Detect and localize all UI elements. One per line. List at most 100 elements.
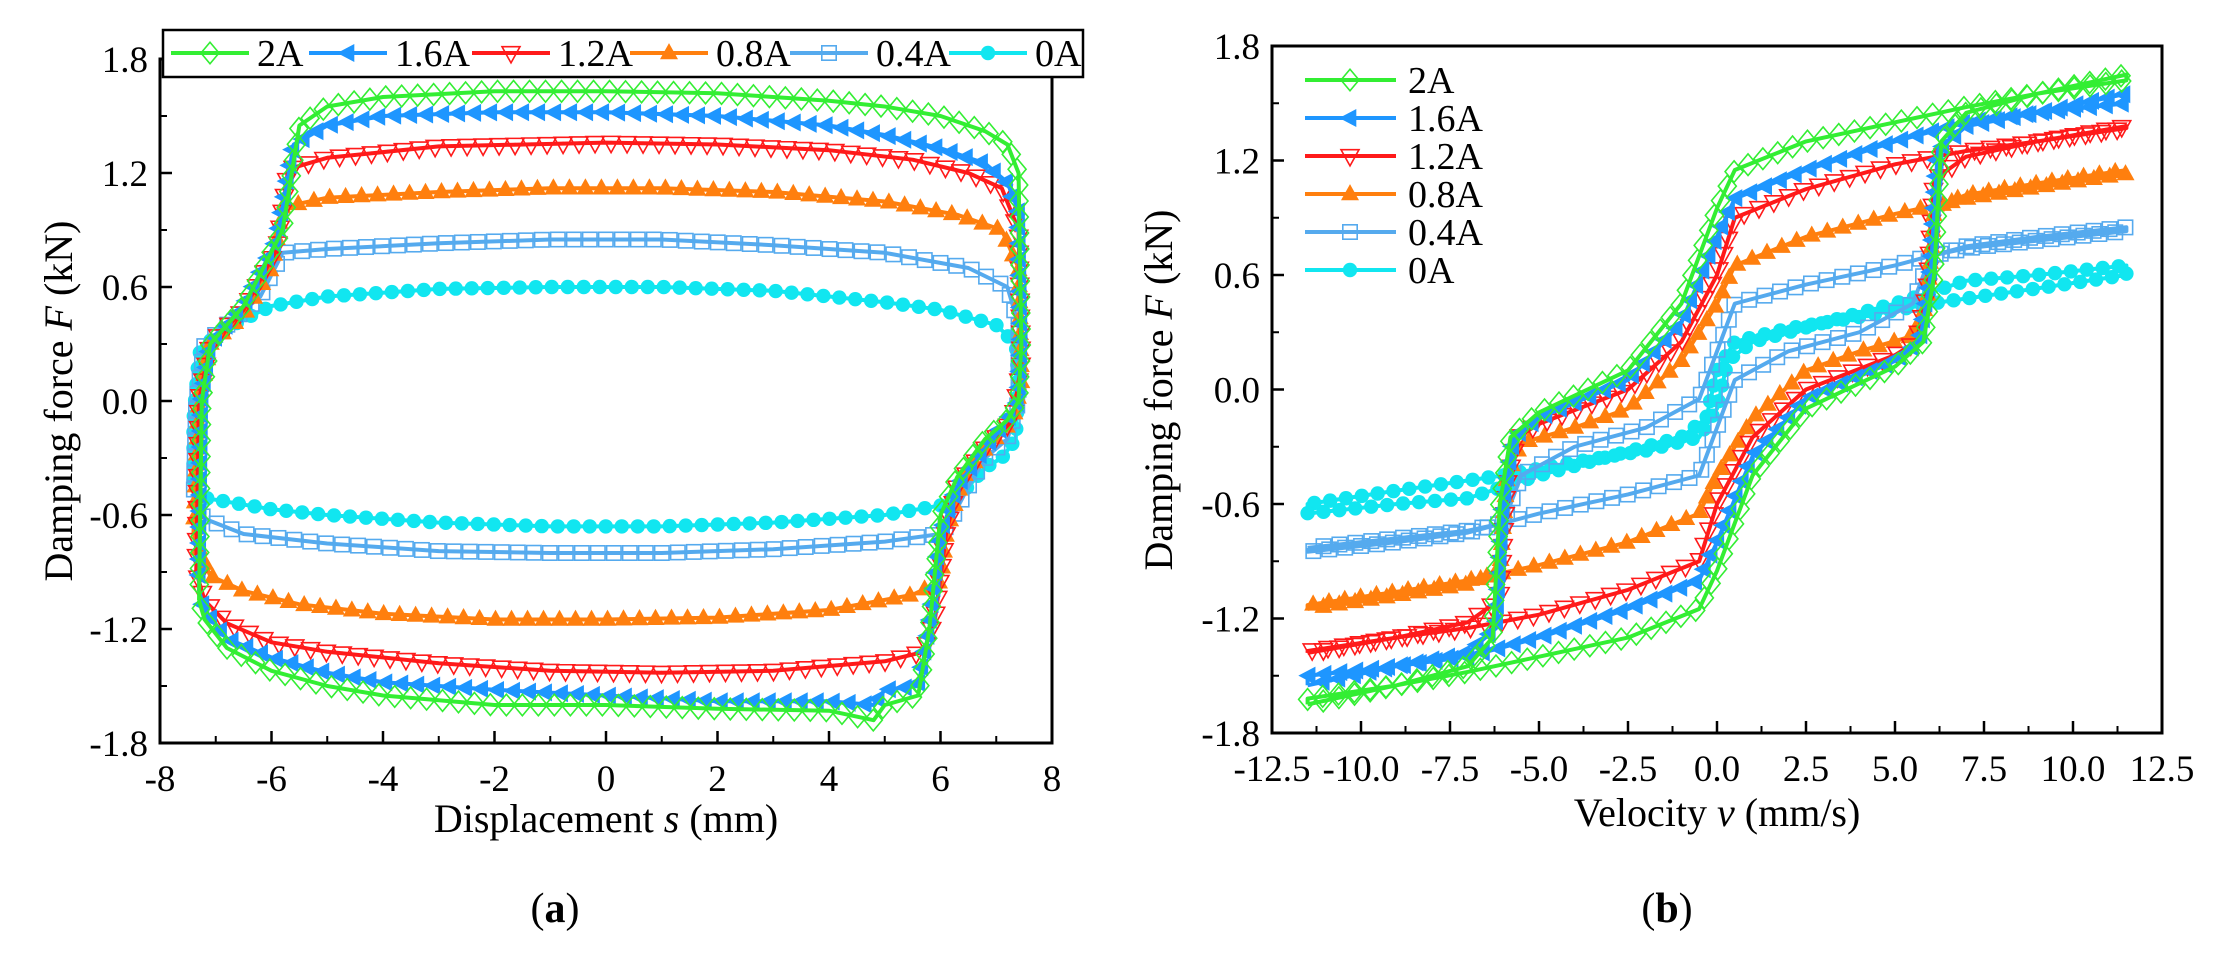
data-point-1.6A	[534, 683, 552, 702]
data-point-2A	[1494, 460, 1515, 485]
marker-dot	[1649, 341, 1652, 344]
data-point-0.4A	[701, 543, 718, 560]
data-point-1.6A	[614, 687, 632, 706]
data-point-2A	[1670, 604, 1691, 629]
marker-dot	[1353, 693, 1356, 696]
marker-dot	[736, 93, 739, 96]
marker-dot	[1635, 633, 1638, 636]
data-point-1.6A	[2019, 105, 2037, 124]
data-point-0.4A	[1432, 528, 1449, 545]
marker-dot	[309, 117, 312, 120]
data-point-2A	[1501, 650, 1522, 675]
data-point-0.8A	[758, 604, 777, 621]
data-point-1.6A	[970, 153, 988, 172]
data-point-0A	[790, 513, 805, 529]
data-point-2A	[1816, 386, 1837, 411]
marker-dot	[1932, 279, 1935, 281]
legend-label: 0.8A	[716, 33, 792, 75]
data-point-0.4A	[1756, 287, 1773, 304]
data-point-2A	[281, 163, 302, 188]
marker-dot	[1369, 690, 1372, 692]
marker-dot	[233, 624, 236, 627]
data-point-0A	[640, 279, 655, 295]
y-tick-label: 0.0	[102, 382, 148, 423]
data-point-1.2A	[1854, 165, 1876, 185]
marker-dot	[825, 709, 828, 712]
data-point-0.4A	[813, 537, 830, 554]
data-point-0A	[1714, 378, 1730, 393]
marker-dot	[204, 375, 207, 378]
data-point-0.8A	[774, 603, 793, 620]
data-point-0.8A	[218, 573, 237, 590]
data-point-1.2A	[1985, 143, 2007, 162]
data-point-0.4A	[877, 533, 894, 550]
marker-dot	[1448, 674, 1450, 677]
marker-dot	[1864, 170, 1866, 173]
data-point-2A	[727, 82, 748, 107]
marker-dot	[2057, 89, 2060, 92]
data-point-0.8A	[486, 609, 505, 626]
chart-panel-a: -8 -6 -4 -2 0 2 4 6 8-1.8-1.2-0.60.00.61.21.8 2A 1…	[89, 28, 1085, 800]
marker-dot	[405, 657, 407, 660]
marker-dot	[1432, 627, 1435, 630]
data-point-2A	[1009, 220, 1030, 246]
data-point-1.6A	[486, 680, 504, 699]
data-point-2A	[278, 179, 299, 204]
data-point-2A	[1929, 156, 1950, 181]
marker-dot	[209, 344, 211, 347]
data-point-2A	[1391, 672, 1412, 697]
marker-dot	[1926, 156, 1929, 159]
data-point-0.4A	[829, 536, 846, 553]
data-point-1.6A	[1875, 135, 1893, 154]
data-point-0.4A	[1608, 427, 1625, 444]
data-point-0.4A	[1416, 530, 1433, 547]
data-point-1.6A	[550, 684, 568, 703]
data-point-2A	[560, 692, 581, 718]
marker-dot	[400, 95, 403, 97]
data-point-2A	[1630, 342, 1651, 368]
data-point-1.2A	[1773, 402, 1794, 422]
data-point-2A	[1926, 220, 1947, 245]
data-point-0.8A	[279, 591, 298, 609]
data-point-2A	[1312, 684, 1333, 709]
y-tick-label: -1.2	[1201, 600, 1260, 641]
marker-dot	[448, 92, 451, 95]
data-point-1.6A	[1655, 584, 1673, 603]
data-point-0.4A	[805, 239, 822, 256]
marker-dot	[338, 154, 341, 157]
marker-dot	[1681, 338, 1684, 341]
marker-dot	[1018, 248, 1021, 250]
marker-dot	[548, 668, 551, 671]
marker-dot	[1369, 688, 1372, 691]
x-tick-label: -10.0	[1322, 749, 1399, 790]
marker-dot	[958, 121, 961, 124]
marker-dot	[254, 661, 257, 664]
data-point-0.8A	[368, 185, 387, 202]
marker-dot	[633, 705, 636, 707]
marker-dot	[752, 94, 755, 97]
data-point-0.8A	[1550, 422, 1569, 439]
marker-dot	[1002, 189, 1005, 192]
data-point-0A	[1946, 293, 1961, 308]
data-point-0A	[995, 449, 1011, 464]
data-point-1.6A	[847, 121, 865, 140]
marker-dot	[1711, 281, 1714, 284]
caption-paren: )	[1679, 886, 1693, 932]
data-point-0.4A	[326, 240, 343, 257]
data-point-1.6A	[623, 104, 642, 123]
marker-dot	[309, 647, 312, 649]
data-point-1.2A	[1317, 640, 1339, 660]
data-point-0.4A	[1990, 234, 2007, 251]
marker-dot	[786, 146, 788, 148]
data-point-2A	[704, 696, 725, 721]
data-point-2A	[439, 81, 460, 106]
data-point-1.2A	[840, 145, 862, 165]
marker-dot	[2057, 135, 2060, 138]
data-point-0A	[336, 288, 352, 303]
data-point-2A	[1928, 172, 1950, 197]
data-point-0A	[672, 280, 687, 295]
data-point-0A	[726, 516, 741, 532]
data-point-0A	[1591, 450, 1606, 466]
